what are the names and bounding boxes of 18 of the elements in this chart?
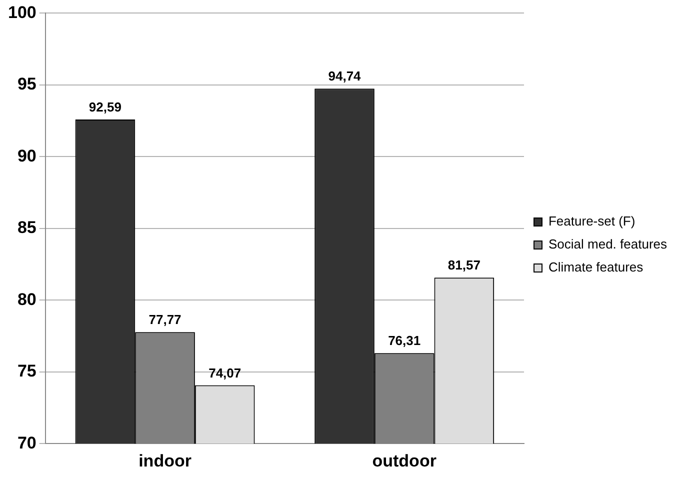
y-tick-label: 75 xyxy=(17,362,36,381)
legend-label: Feature-set (F) xyxy=(548,214,636,229)
data-label: 81,57 xyxy=(448,258,480,273)
y-tick-label: 100 xyxy=(8,2,36,22)
data-label: 94,74 xyxy=(328,68,362,84)
y-tick-label: 95 xyxy=(17,74,36,94)
data-label: 77,77 xyxy=(148,312,182,328)
data-label: 76,31 xyxy=(388,333,421,348)
x-tick-label: outdoor xyxy=(372,451,437,470)
y-tick-label: 70 xyxy=(17,433,36,452)
y-tick-label: 90 xyxy=(17,146,36,166)
y-tick-label: 85 xyxy=(17,218,36,238)
legend-label: Social med. features xyxy=(548,236,668,252)
legend-label: Climate features xyxy=(548,260,644,275)
data-label: 92,59 xyxy=(88,100,122,115)
x-tick-label: indoor xyxy=(138,451,192,470)
data-label: 74,07 xyxy=(208,365,242,380)
y-tick-label: 80 xyxy=(17,290,36,309)
